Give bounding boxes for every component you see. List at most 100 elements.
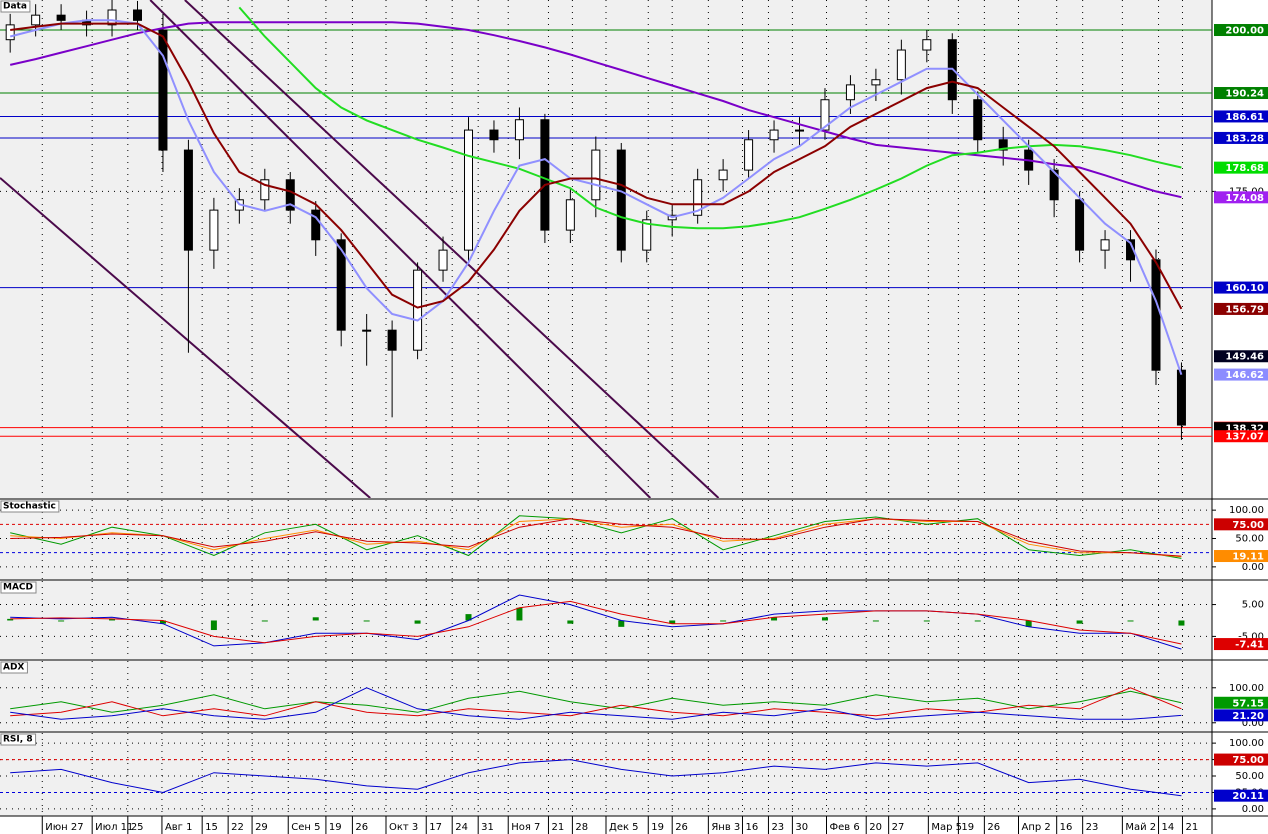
value-marker-label: 57.15 xyxy=(1232,698,1264,709)
panel-title-box xyxy=(0,733,37,746)
series-line xyxy=(10,690,1182,713)
candle-body xyxy=(1151,259,1161,371)
candle-body xyxy=(438,249,448,271)
value-marker xyxy=(1214,131,1268,144)
candle-body xyxy=(158,29,168,151)
candle-body xyxy=(693,179,703,216)
x-tick-label: Апр 2 xyxy=(1021,822,1050,833)
candle-body xyxy=(209,209,219,251)
y-tick-label: -5.00 xyxy=(1238,631,1264,642)
x-tick-label: 16 xyxy=(1060,822,1073,833)
value-marker xyxy=(1214,518,1268,531)
histogram-bar xyxy=(312,617,319,621)
x-tick-label: 14 xyxy=(1162,822,1175,833)
x-tick-label: 16 xyxy=(745,822,758,833)
value-marker-label: 146.62 xyxy=(1225,370,1264,381)
candle-body xyxy=(260,179,270,201)
candle-body xyxy=(5,24,15,41)
histogram-bar xyxy=(109,618,116,621)
x-tick-label: 28 xyxy=(575,822,588,833)
series-line xyxy=(238,6,1182,230)
candle-body xyxy=(1176,369,1186,426)
x-tick-label: Июн 27 xyxy=(45,822,83,833)
value-marker-label: 183.28 xyxy=(1225,133,1264,144)
histogram-bar xyxy=(567,620,574,624)
panel-title: ADX xyxy=(3,663,24,673)
series-line xyxy=(10,518,1182,557)
histogram-bar xyxy=(1127,620,1134,622)
histogram-bar xyxy=(1025,620,1032,627)
series-line xyxy=(10,22,1183,310)
candle-body xyxy=(744,139,754,171)
candle-body xyxy=(413,269,423,351)
value-marker xyxy=(1214,696,1268,709)
value-marker-label: 190.24 xyxy=(1225,89,1264,100)
y-tick-label: 0.00 xyxy=(1242,562,1264,573)
x-tick-label: Ноя 7 xyxy=(511,822,540,833)
x-tick-label: 27 xyxy=(892,822,905,833)
candle-body xyxy=(845,84,855,101)
panel-title: Data xyxy=(3,2,27,12)
candle-body xyxy=(1100,239,1110,251)
histogram-bar xyxy=(923,620,930,622)
x-tick-label: 20 xyxy=(869,822,882,833)
histogram-bar xyxy=(159,620,166,624)
candle-body xyxy=(464,129,474,251)
x-tick-label: 15 xyxy=(205,822,218,833)
candle-body xyxy=(998,139,1008,151)
candle-body xyxy=(616,149,626,251)
panel xyxy=(0,661,1212,731)
histogram-bar xyxy=(261,620,268,622)
y-tick-label: 100.00 xyxy=(1229,683,1264,694)
x-tick-label: 26 xyxy=(675,822,688,833)
trend-line xyxy=(0,177,371,498)
value-marker xyxy=(1214,110,1268,123)
value-marker xyxy=(1214,430,1268,443)
value-marker xyxy=(1214,709,1268,722)
series-line xyxy=(9,21,1182,199)
candle-body xyxy=(514,119,524,141)
x-tick-label: 21 xyxy=(1185,822,1198,833)
panel-title: RSI, 8 xyxy=(3,735,33,745)
candle-body xyxy=(871,79,881,86)
panel-title: MACD xyxy=(3,583,33,593)
x-tick-label: Июл 11 xyxy=(95,822,133,833)
candle-body xyxy=(540,119,550,231)
y-tick-label: 100.00 xyxy=(1229,505,1264,516)
candle-body xyxy=(1075,199,1085,251)
value-marker xyxy=(1214,281,1268,294)
x-tick-label: 19 xyxy=(329,822,342,833)
value-marker-label: 138.32 xyxy=(1225,424,1264,435)
panel xyxy=(0,500,1212,579)
x-tick-label: 22 xyxy=(231,822,244,833)
panel-title-box xyxy=(0,581,37,594)
x-tick-label: 26 xyxy=(987,822,1000,833)
value-marker xyxy=(1214,753,1268,766)
histogram-bar xyxy=(872,620,879,622)
candle-body xyxy=(311,209,321,241)
candle-body xyxy=(973,99,983,141)
panel xyxy=(0,0,1212,498)
value-marker-label: 149.46 xyxy=(1225,352,1264,363)
series-line xyxy=(10,687,1182,717)
value-marker xyxy=(1214,789,1268,802)
y-tick-label: 0.00 xyxy=(1242,718,1264,729)
y-tick-label: 5.00 xyxy=(1242,600,1264,611)
histogram-bar xyxy=(720,620,727,622)
value-marker-label: 156.79 xyxy=(1225,304,1264,315)
candle-body xyxy=(183,149,193,251)
panel xyxy=(0,581,1212,659)
value-marker xyxy=(1214,550,1268,563)
value-marker-label: 178.68 xyxy=(1225,163,1264,174)
value-marker-label: 19.11 xyxy=(1232,552,1264,563)
candle-body xyxy=(642,219,652,251)
candle-body xyxy=(387,329,397,351)
histogram-bar xyxy=(669,620,676,624)
value-marker xyxy=(1214,368,1268,381)
trend-line xyxy=(184,0,720,498)
histogram-bar xyxy=(210,620,217,631)
candle-body xyxy=(362,329,372,332)
x-tick-label: 30 xyxy=(795,822,808,833)
